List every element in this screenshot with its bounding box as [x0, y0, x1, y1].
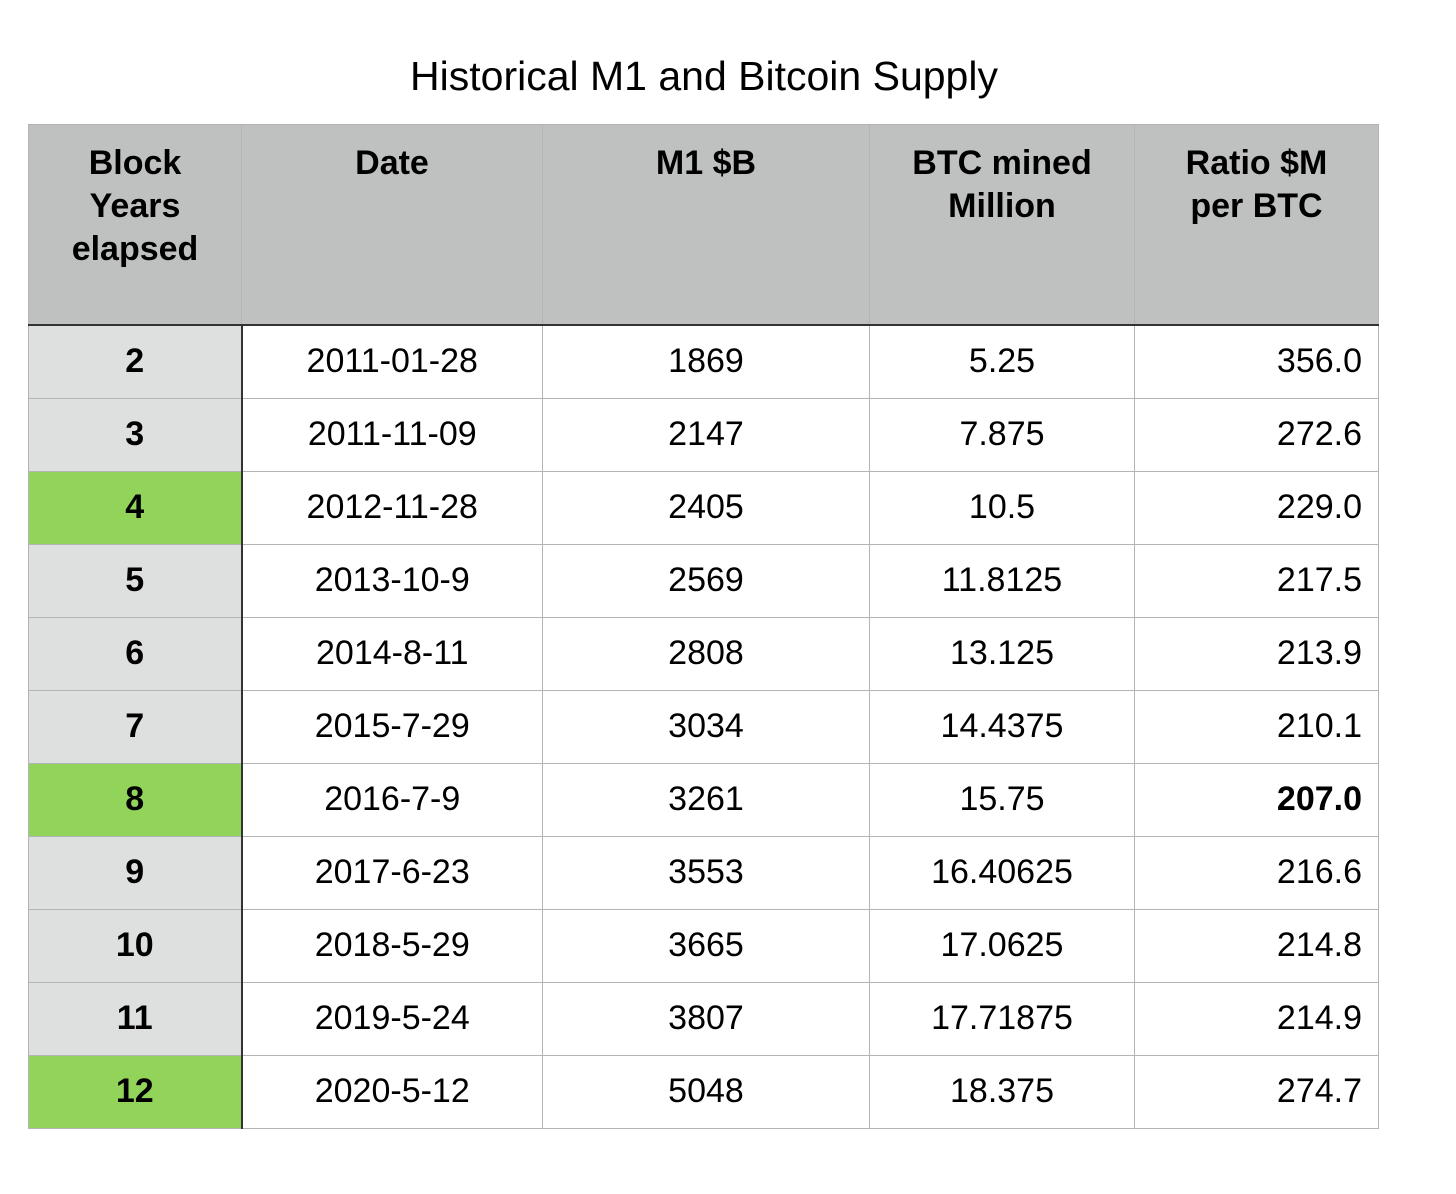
table-row: 2 2011-01-28 1869 5.25 356.0 — [28, 324, 1379, 399]
cell-m1: 3665 — [542, 908, 870, 983]
table-row: 11 2019-5-24 3807 17.71875 214.9 — [28, 981, 1379, 1056]
cell-m1: 2405 — [542, 470, 870, 545]
cell-date: 2011-01-28 — [241, 324, 543, 399]
cell-date: 2015-7-29 — [241, 689, 543, 764]
cell-date: 2018-5-29 — [241, 908, 543, 983]
table-row: 7 2015-7-29 3034 14.4375 210.1 — [28, 689, 1379, 764]
cell-years: 9 — [28, 835, 243, 910]
cell-m1: 2147 — [542, 397, 870, 472]
cell-ratio: 210.1 — [1134, 689, 1379, 764]
cell-btc-mined: 11.8125 — [869, 543, 1135, 618]
cell-years: 6 — [28, 616, 243, 691]
cell-ratio: 217.5 — [1134, 543, 1379, 618]
cell-ratio: 274.7 — [1134, 1054, 1379, 1129]
header-ratio: Ratio $M per BTC — [1134, 124, 1379, 326]
header-btc-mined: BTC mined Million — [869, 124, 1135, 326]
cell-years: 10 — [28, 908, 243, 983]
cell-years: 2 — [28, 324, 243, 399]
cell-date: 2014-8-11 — [241, 616, 543, 691]
cell-years: 7 — [28, 689, 243, 764]
cell-ratio: 214.8 — [1134, 908, 1379, 983]
table-body: 2 2011-01-28 1869 5.25 356.0 3 2011-11-09 2147 7… — [28, 324, 1379, 1129]
cell-date: 2012-11-28 — [241, 470, 543, 545]
cell-m1: 5048 — [542, 1054, 870, 1129]
cell-date: 2019-5-24 — [241, 981, 543, 1056]
table-row: 4 2012-11-28 2405 10.5 229.0 — [28, 470, 1379, 545]
cell-btc-mined: 15.75 — [869, 762, 1135, 837]
cell-date: 2020-5-12 — [241, 1054, 543, 1129]
cell-m1: 3261 — [542, 762, 870, 837]
cell-date: 2017-6-23 — [241, 835, 543, 910]
cell-date: 2013-10-9 — [241, 543, 543, 618]
cell-years: 8 — [28, 762, 243, 837]
m1-bitcoin-table: Block Years elapsed Date M1 $B BTC mined… — [28, 124, 1379, 1129]
header-row: Block Years elapsed Date M1 $B BTC mined… — [28, 124, 1379, 326]
cell-years: 3 — [28, 397, 243, 472]
table-row: 6 2014-8-11 2808 13.125 213.9 — [28, 616, 1379, 691]
cell-btc-mined: 14.4375 — [869, 689, 1135, 764]
cell-btc-mined: 16.40625 — [869, 835, 1135, 910]
cell-btc-mined: 17.0625 — [869, 908, 1135, 983]
cell-m1: 2569 — [542, 543, 870, 618]
cell-m1: 3034 — [542, 689, 870, 764]
table-row: 5 2013-10-9 2569 11.8125 217.5 — [28, 543, 1379, 618]
cell-years: 4 — [28, 470, 243, 545]
cell-years: 12 — [28, 1054, 243, 1129]
cell-btc-mined: 5.25 — [869, 324, 1135, 399]
cell-ratio: 213.9 — [1134, 616, 1379, 691]
table-row: 12 2020-5-12 5048 18.375 274.7 — [28, 1054, 1379, 1129]
cell-m1: 1869 — [542, 324, 870, 399]
header-block-years: Block Years elapsed — [28, 124, 242, 326]
table-row: 9 2017-6-23 3553 16.40625 216.6 — [28, 835, 1379, 910]
cell-btc-mined: 10.5 — [869, 470, 1135, 545]
cell-m1: 2808 — [542, 616, 870, 691]
table-row: 10 2018-5-29 3665 17.0625 214.8 — [28, 908, 1379, 983]
cell-btc-mined: 18.375 — [869, 1054, 1135, 1129]
cell-date: 2011-11-09 — [241, 397, 543, 472]
header-date: Date — [241, 124, 543, 326]
cell-ratio: 229.0 — [1134, 470, 1379, 545]
cell-ratio: 207.0 — [1134, 762, 1379, 837]
cell-ratio: 214.9 — [1134, 981, 1379, 1056]
cell-m1: 3553 — [542, 835, 870, 910]
cell-btc-mined: 17.71875 — [869, 981, 1135, 1056]
cell-years: 11 — [28, 981, 243, 1056]
cell-btc-mined: 7.875 — [869, 397, 1135, 472]
cell-btc-mined: 13.125 — [869, 616, 1135, 691]
cell-years: 5 — [28, 543, 243, 618]
header-m1: M1 $B — [542, 124, 870, 326]
table-row: 8 2016-7-9 3261 15.75 207.0 — [28, 762, 1379, 837]
table-title: Historical M1 and Bitcoin Supply — [410, 53, 998, 99]
cell-ratio: 272.6 — [1134, 397, 1379, 472]
table-row: 3 2011-11-09 2147 7.875 272.6 — [28, 397, 1379, 472]
cell-m1: 3807 — [542, 981, 870, 1056]
cell-ratio: 356.0 — [1134, 324, 1379, 399]
cell-ratio: 216.6 — [1134, 835, 1379, 910]
cell-date: 2016-7-9 — [241, 762, 543, 837]
